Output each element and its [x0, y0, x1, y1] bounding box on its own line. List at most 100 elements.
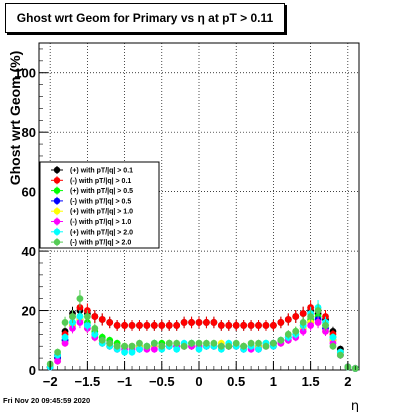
data-point	[54, 357, 62, 365]
data-point	[54, 348, 62, 356]
chart-title: Ghost wrt Geom for Primary vs η at pT > …	[5, 3, 285, 33]
data-point	[225, 322, 233, 329]
legend-marker	[53, 208, 61, 215]
x-tick-label: −2	[43, 374, 58, 389]
data-point	[299, 319, 307, 326]
data-point	[69, 313, 76, 320]
legend-marker	[53, 218, 61, 225]
legend-marker	[53, 187, 61, 194]
data-point	[143, 322, 151, 329]
y-axis-label: Ghost wrt Geom (%)	[7, 51, 23, 186]
legend-marker	[53, 166, 61, 174]
data-point	[98, 336, 106, 344]
x-tick-label: −0.5	[149, 374, 175, 389]
data-point	[69, 324, 76, 332]
data-point	[165, 322, 173, 329]
x-axis-label: η	[351, 399, 359, 412]
y-tick-label: 100	[14, 66, 36, 81]
series-group	[46, 290, 359, 372]
data-point	[121, 348, 128, 356]
data-point	[270, 322, 277, 329]
data-point	[232, 322, 240, 329]
legend-marker	[53, 197, 61, 205]
footer-timestamp: Fri Nov 20 09:45:59 2020	[3, 396, 91, 405]
data-point	[322, 322, 329, 329]
data-point	[188, 319, 195, 326]
x-tick-label: 1	[270, 374, 277, 389]
data-point	[180, 342, 188, 350]
x-tick-label: −1	[117, 374, 132, 389]
data-point	[299, 327, 307, 335]
data-point	[188, 339, 195, 347]
y-tick-label: 0	[29, 363, 36, 378]
data-point	[307, 322, 315, 329]
data-point	[277, 319, 285, 326]
legend-marker	[53, 228, 61, 235]
data-point	[106, 319, 114, 326]
data-point	[91, 313, 99, 320]
data-point	[173, 322, 181, 329]
data-point	[113, 342, 121, 350]
data-point	[195, 339, 203, 347]
data-point	[314, 319, 322, 326]
data-point	[277, 336, 285, 344]
x-tick-label: −1.5	[75, 374, 101, 389]
data-point	[106, 339, 114, 347]
data-point	[322, 327, 329, 335]
x-tick-label: 0.5	[227, 374, 245, 389]
data-point	[128, 322, 136, 329]
data-point	[136, 322, 143, 329]
data-point	[292, 313, 300, 320]
data-point	[292, 327, 300, 335]
data-point	[98, 316, 106, 323]
legend-label: (+) with pT/|q| > 0.5	[70, 188, 133, 195]
data-point	[329, 333, 337, 341]
legend-label: (-) with pT/|q| > 1.0	[70, 219, 131, 226]
data-point	[322, 313, 329, 320]
data-point	[262, 342, 270, 350]
legend-label: (-) with pT/|q| > 0.1	[70, 178, 131, 185]
data-point	[232, 339, 240, 347]
data-point	[76, 295, 84, 303]
data-point	[240, 322, 248, 329]
x-tick-label: 1.5	[302, 374, 320, 389]
data-point	[76, 313, 84, 320]
legend-label: (-) with pT/|q| > 0.5	[70, 198, 131, 205]
data-point	[136, 345, 143, 353]
legend-marker	[53, 177, 61, 184]
y-tick-label: 20	[22, 304, 36, 319]
data-point	[83, 313, 91, 320]
data-point	[240, 342, 248, 350]
data-point	[314, 307, 322, 314]
legend-label: (-) with pT/|q| > 2.0	[70, 240, 131, 247]
y-tick-label: 40	[22, 244, 36, 259]
data-point	[255, 322, 262, 329]
data-point	[128, 348, 136, 356]
legend-label: (+) with pT/|q| > 2.0	[70, 229, 133, 236]
data-point	[203, 319, 210, 326]
data-point	[173, 345, 181, 353]
data-point	[61, 319, 69, 326]
data-point	[210, 319, 218, 326]
data-point	[210, 339, 218, 347]
data-series	[46, 290, 359, 372]
y-tick-label: 80	[22, 125, 36, 140]
legend-label: (+) with pT/|q| > 0.1	[70, 168, 133, 175]
data-point	[329, 342, 337, 350]
data-point	[217, 322, 225, 329]
data-point	[284, 330, 292, 338]
data-point	[61, 333, 69, 341]
data-point	[76, 304, 84, 311]
data-point	[195, 319, 203, 326]
data-point	[150, 339, 158, 347]
legend: (+) with pT/|q| > 0.1 (-) with pT/|q| > 0…	[39, 161, 160, 249]
data-point	[121, 322, 128, 329]
legend-marker	[53, 238, 61, 246]
data-point	[255, 339, 262, 347]
data-point	[217, 342, 225, 350]
data-point	[225, 342, 233, 350]
data-point	[83, 322, 91, 329]
data-point	[270, 339, 277, 347]
